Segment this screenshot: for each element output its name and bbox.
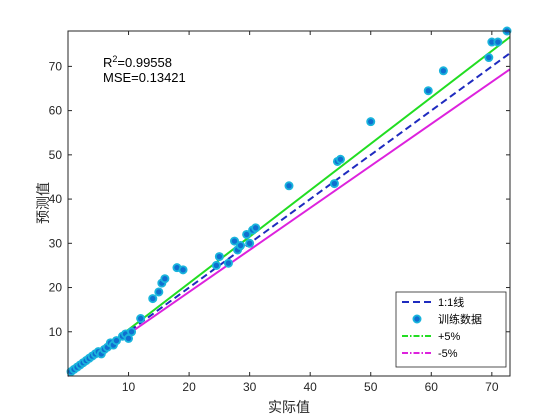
- y-tick-label: 50: [49, 148, 63, 162]
- y-tick-label: 10: [49, 325, 63, 339]
- data-point: [284, 181, 294, 191]
- x-tick-label: 70: [485, 380, 499, 394]
- data-point: [245, 238, 255, 248]
- data-point: [160, 274, 170, 284]
- x-tick-label: 40: [304, 380, 318, 394]
- x-tick-label: 10: [122, 380, 136, 394]
- data-point: [366, 117, 376, 127]
- data-point: [230, 236, 240, 246]
- data-point: [335, 154, 345, 164]
- y-tick-label: 70: [49, 59, 63, 73]
- mse-annotation: MSE=0.13421: [103, 70, 186, 85]
- y-tick-label: 20: [49, 281, 63, 295]
- data-point: [484, 53, 494, 63]
- data-point: [127, 327, 137, 337]
- legend-box: [395, 291, 507, 368]
- data-point: [423, 86, 433, 96]
- x-tick-label: 60: [425, 380, 439, 394]
- legend-swatch-training-data: [412, 314, 422, 324]
- y-tick-label: 30: [49, 236, 63, 250]
- axis-ticks: 10 20 30 40 50 60 70 10 20 30 40 50 60 70: [49, 31, 510, 394]
- data-point: [329, 179, 339, 189]
- r-squared-annotation: R2=0.99558: [103, 54, 172, 70]
- data-point: [438, 66, 448, 76]
- y-axis-title: 预测值: [36, 182, 52, 224]
- legend-label-minus-5-percent: -5%: [438, 348, 458, 360]
- x-axis-title: 实际值: [268, 400, 310, 416]
- data-point: [211, 260, 221, 270]
- x-tick-label: 50: [364, 380, 378, 394]
- data-point: [111, 336, 121, 346]
- axes-box: [67, 30, 511, 377]
- data-point: [251, 223, 261, 233]
- r-squared-prefix: R: [103, 55, 112, 70]
- r-squared-sup: 2: [112, 54, 117, 64]
- legend-label-plus-5-percent: +5%: [438, 331, 461, 343]
- legend-label-training-data: 训练数据: [438, 312, 482, 326]
- data-point: [136, 313, 146, 323]
- x-tick-label: 30: [243, 380, 257, 394]
- data-point: [493, 37, 503, 47]
- data-point: [242, 229, 252, 239]
- data-point: [178, 265, 188, 275]
- legend-label-one-to-one: 1:1线: [438, 295, 464, 309]
- data-point: [236, 241, 246, 251]
- data-point: [148, 294, 158, 304]
- y-tick-label: 40: [49, 192, 63, 206]
- y-tick-label: 60: [49, 104, 63, 118]
- r-squared-value: =0.99558: [117, 55, 172, 70]
- data-point: [154, 287, 164, 297]
- data-point: [214, 252, 224, 262]
- x-tick-label: 20: [182, 380, 196, 394]
- data-point: [223, 258, 233, 268]
- line-minus-5-percent: [67, 68, 511, 377]
